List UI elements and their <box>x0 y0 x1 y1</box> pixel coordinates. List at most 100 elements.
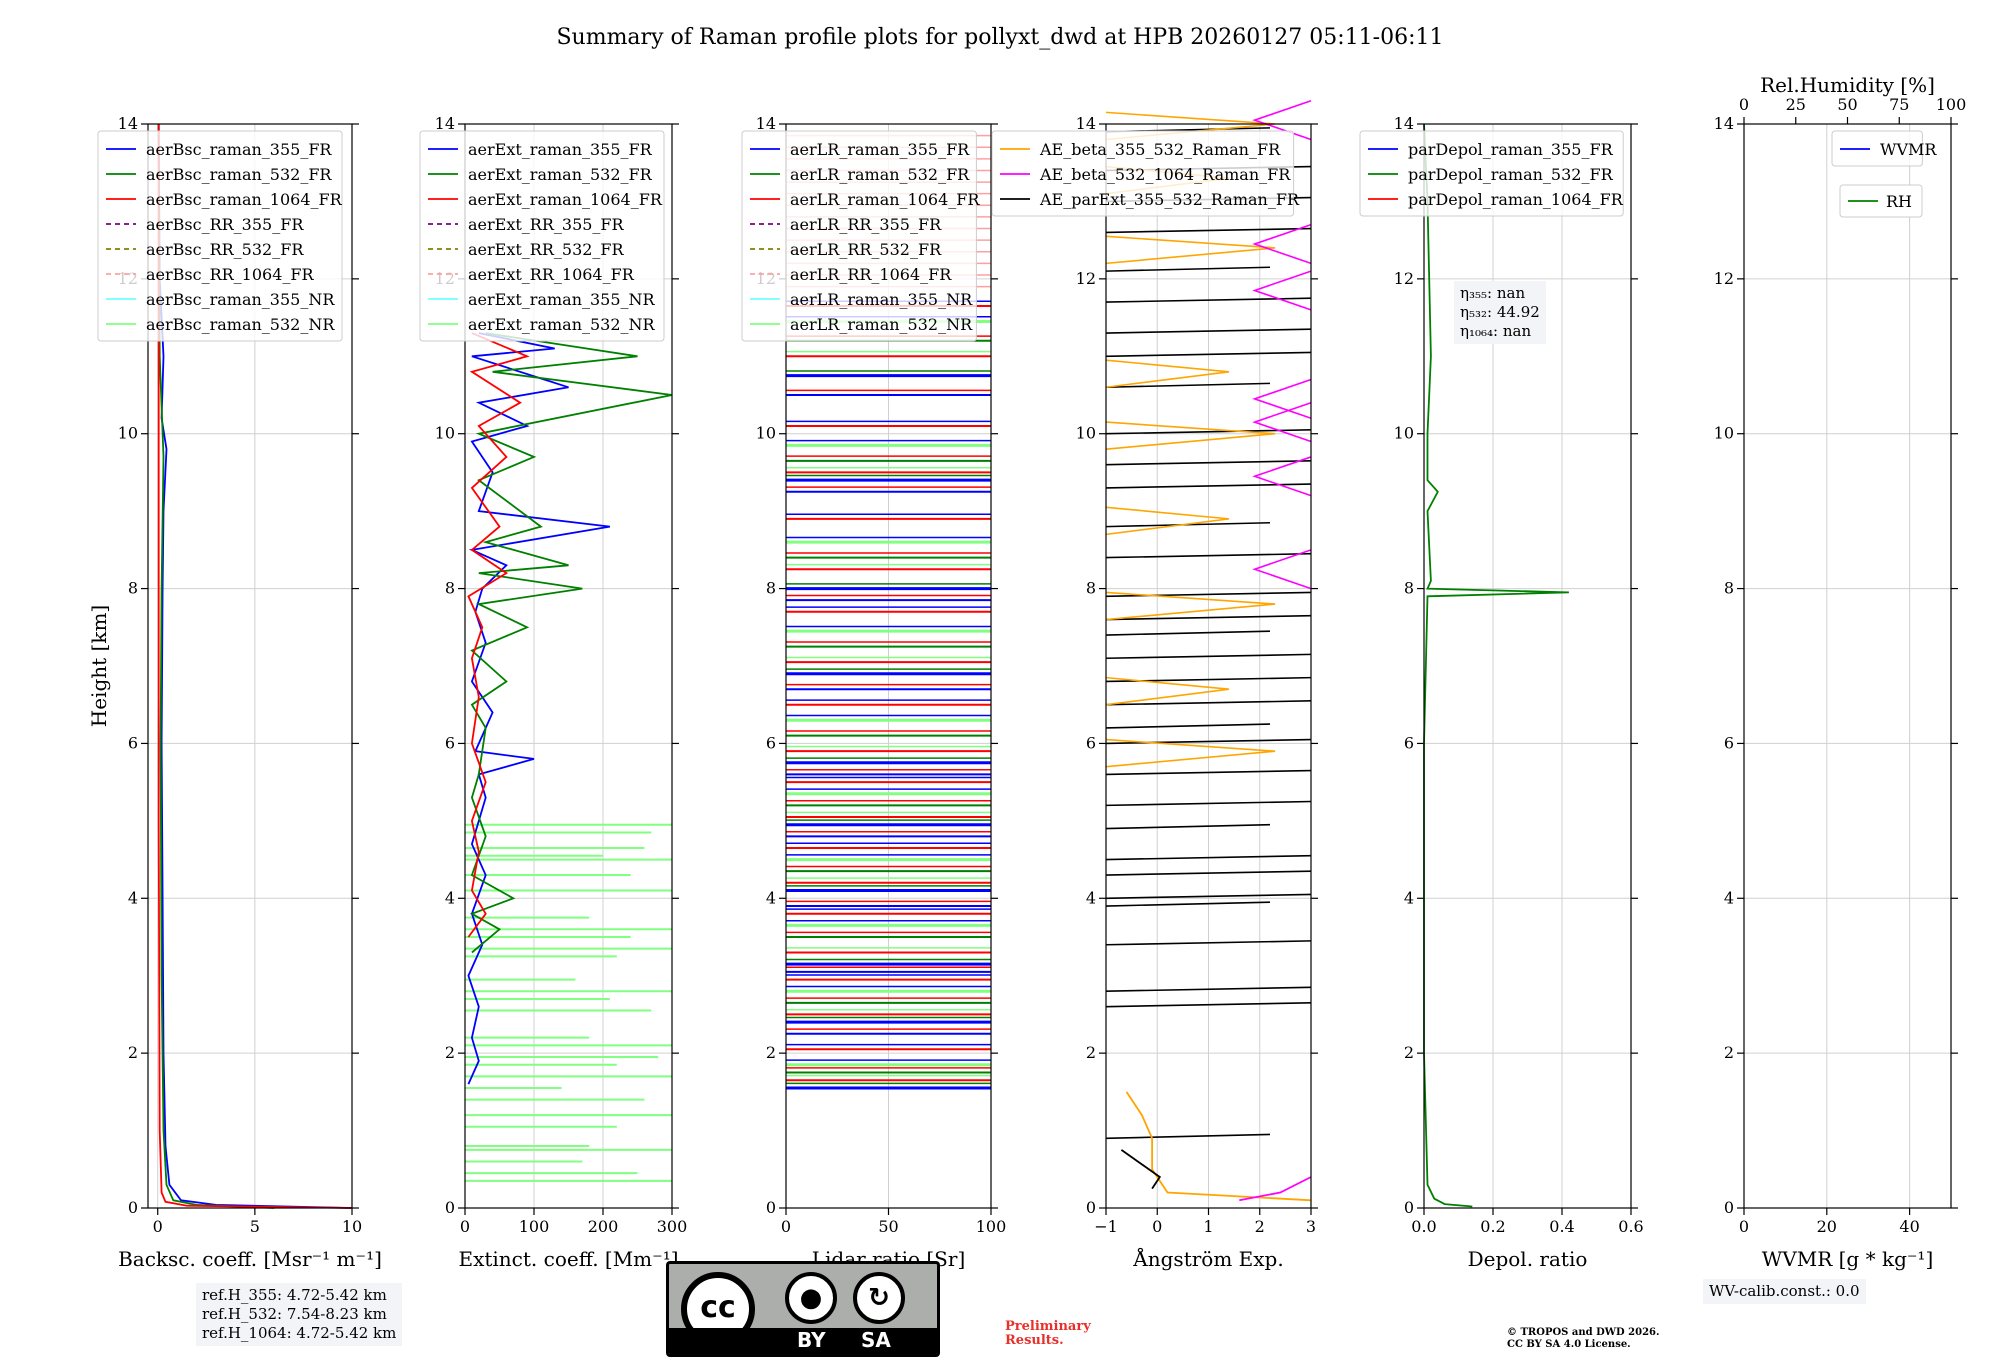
x-tick-label: 0 <box>153 1217 163 1236</box>
legend-label: aerBsc_raman_532_NR <box>146 315 335 334</box>
eta-1064: η₁₀₆₄: nan <box>1460 322 1532 340</box>
axes-frame <box>1423 123 1632 1209</box>
legend-label: aerLR_RR_1064_FR <box>790 265 952 284</box>
preliminary-line-2: Results. <box>1005 1333 1064 1348</box>
ae-magenta-segment <box>1252 456 1312 497</box>
y-tick-label: 4 <box>766 888 776 907</box>
x-tick-label: 3 <box>1306 1217 1316 1236</box>
legend-label: aerExt_RR_1064_FR <box>468 265 635 284</box>
ae-orange-segment <box>1105 359 1230 389</box>
axes-frame <box>1743 123 1952 1209</box>
y-tick-label: 10 <box>1714 424 1734 443</box>
y-tick-label: 14 <box>435 114 455 133</box>
x-axis-label: WVMR [g * kg⁻¹] <box>1762 1247 1934 1271</box>
x-axis-label: Depol. ratio <box>1468 1247 1588 1271</box>
x-tick-label: 100 <box>519 1217 550 1236</box>
ae-orange-segment <box>1105 421 1276 450</box>
axes-frame <box>147 123 353 1209</box>
ae-black-segment <box>1105 227 1312 234</box>
legend-label: aerLR_raman_355_FR <box>790 140 970 159</box>
y-tick-label: 12 <box>1394 269 1414 288</box>
x-tick-label: 0.2 <box>1480 1217 1505 1236</box>
ref-line-532: ref.H_532: 7.54-8.23 km <box>202 1305 387 1323</box>
cc-label-bar <box>669 1328 937 1354</box>
x-tick-label: 0.4 <box>1549 1217 1574 1236</box>
y-tick-label: 6 <box>445 733 455 752</box>
reference-height-box: ref.H_355: 4.72-5.42 km ref.H_532: 7.54-… <box>196 1283 403 1346</box>
y-tick-label: 6 <box>1086 733 1096 752</box>
ae-magenta-segment <box>1252 223 1312 265</box>
ae-black-segment <box>1105 800 1312 807</box>
series-AE_beta_532_1064_Raman_FR <box>1239 1176 1312 1202</box>
ae-black-segment <box>1105 382 1271 389</box>
ae-black-segment <box>1105 552 1312 559</box>
y-tick-label: 8 <box>1086 579 1096 598</box>
y-tick-label: 10 <box>1076 424 1096 443</box>
preliminary-note: Preliminary Results. <box>1005 1320 1091 1348</box>
legend-label: WVMR <box>1880 140 1937 159</box>
legend-label: aerExt_RR_532_FR <box>468 240 625 259</box>
ae-black-segment <box>1105 591 1312 598</box>
x-tick-label: 0.6 <box>1618 1217 1643 1236</box>
panel-lidar_ratio: 05010002468101214Lidar ratio [Sr]aerLR_r… <box>741 114 1007 1271</box>
series-AE_parExt_355_532_Raman_FR <box>1120 1149 1162 1190</box>
legend-label: aerExt_RR_355_FR <box>468 215 625 234</box>
y-axis-label: Height [km] <box>87 605 111 727</box>
series-aerBsc_raman_1064_FR <box>157 124 353 1209</box>
legend2-box <box>1839 184 1923 218</box>
series-aerBsc_raman_355_FR <box>157 123 353 1209</box>
y-tick-label: 10 <box>435 424 455 443</box>
figure-title: Summary of Raman profile plots for polly… <box>556 25 1443 50</box>
top-x-tick-label: 25 <box>1786 95 1806 114</box>
x-tick-label: 1 <box>1203 1217 1213 1236</box>
x-tick-label: 0 <box>1152 1217 1162 1236</box>
panel-backscatter: 051002468101214Backsc. coeff. [Msr⁻¹ m⁻¹… <box>97 114 382 1271</box>
x-tick-label: 40 <box>1899 1217 1919 1236</box>
y-tick-label: 6 <box>1724 733 1734 752</box>
legend-box <box>97 130 343 342</box>
axes-frame <box>785 123 992 1209</box>
x-axis-label: Extinct. coeff. [Mm⁻¹] <box>458 1247 678 1271</box>
x-tick-label: 100 <box>976 1217 1007 1236</box>
ae-black-segment <box>1105 893 1312 900</box>
top-x-tick-label: 0 <box>1739 95 1749 114</box>
ae-black-segment <box>1105 614 1312 621</box>
legend2-label: RH <box>1886 192 1912 211</box>
x-tick-label: 20 <box>1817 1217 1837 1236</box>
ae-black-segment <box>1105 901 1271 907</box>
ref-line-1064: ref.H_1064: 4.72-5.42 km <box>202 1324 397 1342</box>
profile-panels: 051002468101214Backsc. coeff. [Msr⁻¹ m⁻¹… <box>87 73 1966 1271</box>
legend-label: aerExt_raman_532_NR <box>468 315 656 334</box>
ae-orange-segment <box>1105 591 1276 621</box>
series-aerExt_raman_355_FR <box>467 332 611 1085</box>
y-tick-label: 4 <box>128 888 138 907</box>
x-axis-label: Backsc. coeff. [Msr⁻¹ m⁻¹] <box>118 1247 382 1271</box>
y-tick-label: 12 <box>1076 269 1096 288</box>
y-tick-label: 2 <box>766 1043 776 1062</box>
y-tick-label: 4 <box>1086 888 1096 907</box>
y-tick-label: 2 <box>445 1043 455 1062</box>
y-tick-label: 14 <box>1394 114 1414 133</box>
cc-license-logo: cc ● ↻ BY SA <box>666 1261 940 1357</box>
y-tick-label: 10 <box>756 424 776 443</box>
ae-black-segment <box>1105 653 1312 660</box>
eta-532: η₅₃₂: 44.92 <box>1460 303 1540 321</box>
ae-black-segment <box>1105 823 1271 830</box>
ae-orange-segment <box>1105 676 1230 706</box>
legend-label: aerLR_RR_532_FR <box>790 240 942 259</box>
x-tick-label: 200 <box>588 1217 619 1236</box>
y-tick-label: 10 <box>118 424 138 443</box>
legend-label: aerExt_raman_355_FR <box>468 140 653 159</box>
legend-label: aerBsc_RR_1064_FR <box>146 265 315 284</box>
legend-label: AE_parExt_355_532_Raman_FR <box>1039 190 1300 209</box>
legend-box <box>419 130 665 342</box>
preliminary-line-1: Preliminary <box>1005 1319 1091 1334</box>
y-tick-label: 8 <box>128 579 138 598</box>
y-tick-label: 8 <box>1404 579 1414 598</box>
x-tick-label: 10 <box>342 1217 362 1236</box>
x-tick-label: 5 <box>250 1217 260 1236</box>
ae-black-segment <box>1105 1133 1271 1140</box>
legend-box <box>741 130 977 342</box>
